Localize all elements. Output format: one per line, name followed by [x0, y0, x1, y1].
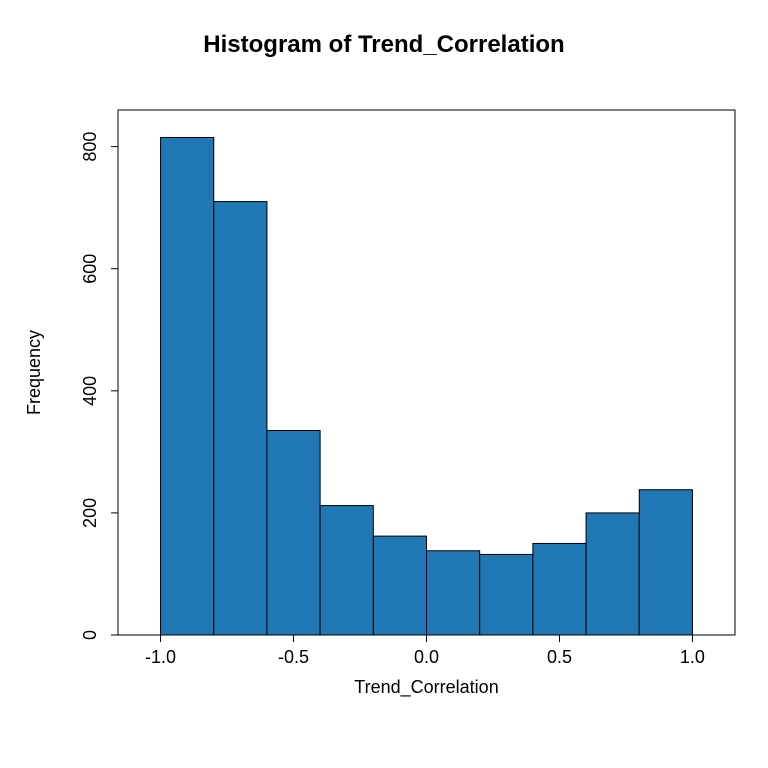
x-tick-label: -0.5	[278, 647, 309, 667]
histogram-bar	[267, 430, 320, 635]
histogram-bar	[480, 554, 533, 635]
histogram-bar	[373, 536, 426, 635]
y-tick-label: 600	[80, 254, 100, 284]
y-tick-label: 400	[80, 376, 100, 406]
histogram-bar	[427, 551, 480, 635]
chart-container: Histogram of Trend_Correlation -1.0-0.50…	[0, 0, 768, 768]
histogram-bar	[214, 202, 267, 635]
y-tick-label: 0	[80, 630, 100, 640]
x-axis-label: Trend_Correlation	[354, 677, 498, 698]
histogram-bar	[639, 490, 692, 635]
x-tick-label: 1.0	[680, 647, 705, 667]
x-tick-label: 0.5	[547, 647, 572, 667]
x-tick-label: -1.0	[145, 647, 176, 667]
histogram-bar	[320, 506, 373, 635]
histogram-bar	[586, 513, 639, 635]
x-tick-label: 0.0	[414, 647, 439, 667]
histogram-chart: -1.0 -0.5 0.0 0.5 1.0 0 200 400 600 800 Trend_Corr…	[0, 0, 768, 768]
y-tick-label: 200	[80, 498, 100, 528]
histogram-bar	[161, 137, 214, 635]
y-tick-label: 800	[80, 132, 100, 162]
histogram-bar	[533, 543, 586, 635]
y-axis-label: Frequency	[24, 330, 44, 415]
